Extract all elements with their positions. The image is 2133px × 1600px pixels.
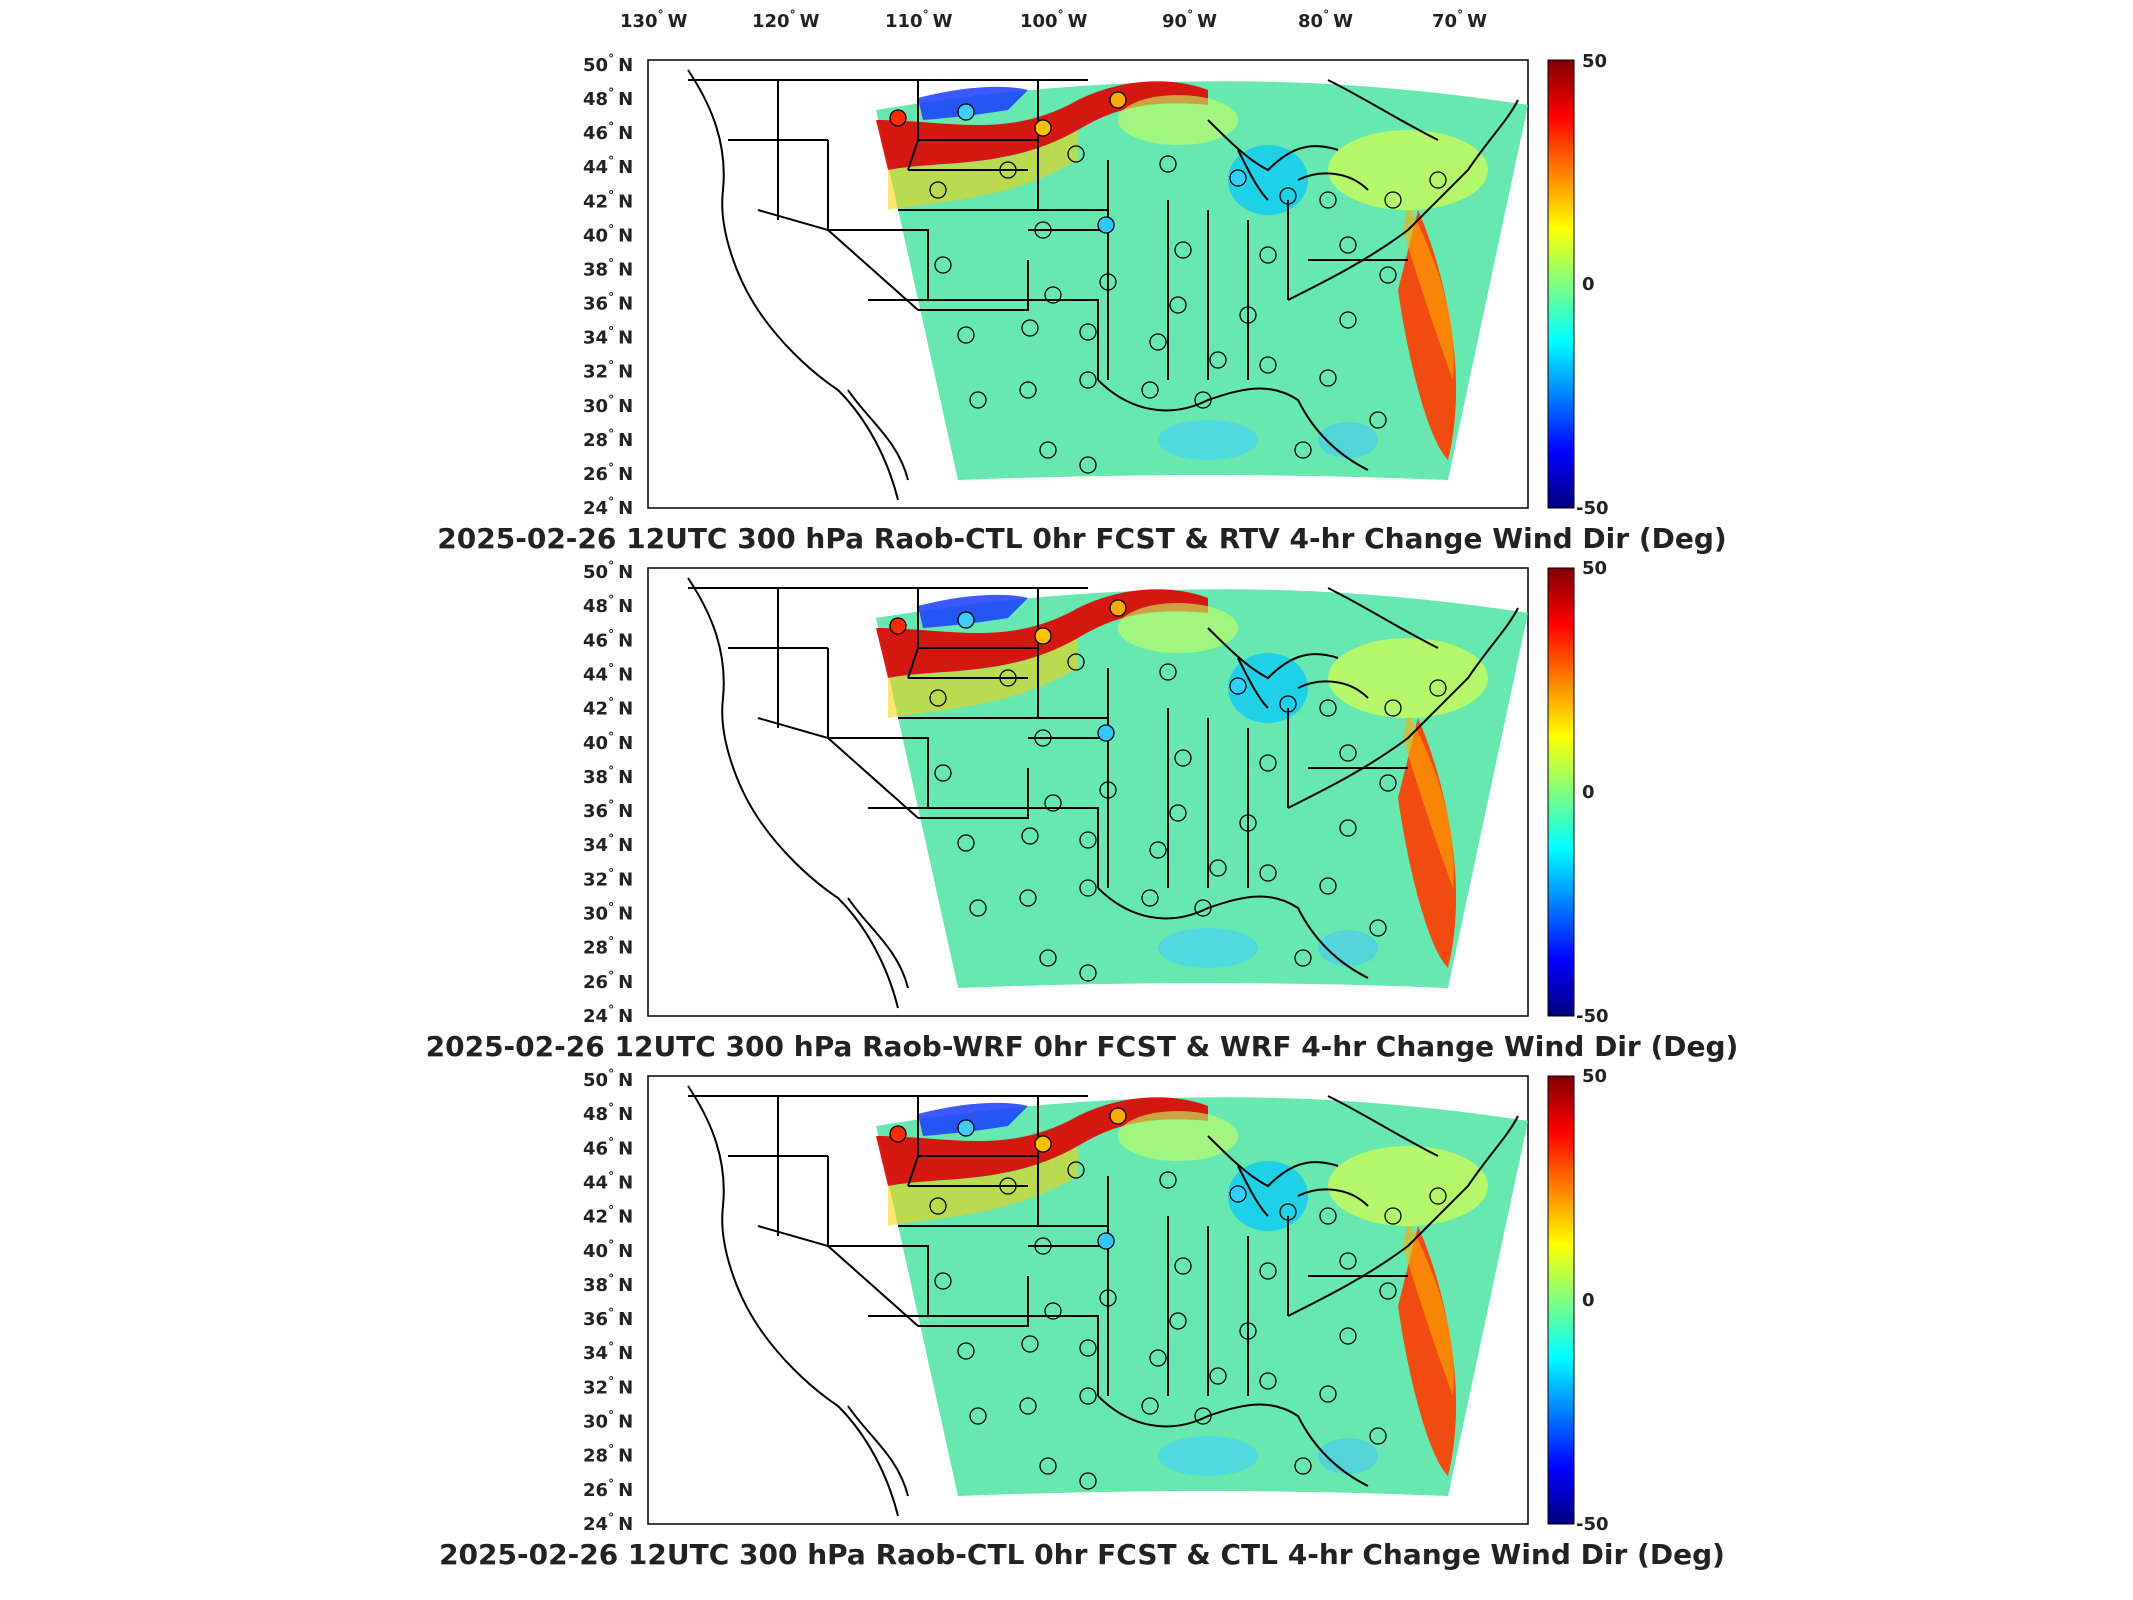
panel-3-colorbar-mid: 0 — [1582, 1290, 1595, 1311]
lat-label-34: 34° N — [583, 1340, 633, 1364]
lat-label-46: 46° N — [583, 1135, 633, 1159]
lat-label-42: 42° N — [583, 696, 633, 720]
lat-label-32: 32° N — [583, 359, 633, 383]
lat-label-30: 30° N — [583, 393, 633, 417]
panel-2-colorbar-mid: 0 — [1582, 782, 1595, 803]
lon-label-130: 130° W — [620, 8, 688, 32]
lat-label-38: 38° N — [583, 256, 633, 280]
lat-label-44: 44° N — [583, 154, 633, 178]
lat-label-32: 32° N — [583, 866, 633, 890]
lat-label-48: 48° N — [583, 1101, 633, 1125]
panel-2-map — [647, 567, 1529, 1017]
panel-1-colorbar-mid: 0 — [1582, 274, 1595, 295]
lat-label-26: 26° N — [583, 969, 633, 993]
panel-2-colorbar-max: 50 — [1582, 558, 1607, 579]
lat-label-40: 40° N — [583, 730, 633, 754]
panel-3-colorbar-max: 50 — [1582, 1066, 1607, 1087]
panel-2: 50° N 48° N 46° N 44° N 42° N 40° N 38° N 36° N 34° N 32° N… — [426, 558, 1739, 1063]
lat-label-26: 26° N — [583, 461, 633, 485]
panel-2-colorbar — [1547, 567, 1575, 1017]
lat-label-42: 42° N — [583, 188, 633, 212]
panel-2-colorbar-min: -50 — [1576, 1006, 1609, 1027]
lat-label-36: 36° N — [583, 291, 633, 315]
panel-3-map — [647, 1075, 1529, 1525]
lat-label-30: 30° N — [583, 901, 633, 925]
lon-label-120: 120° W — [752, 8, 820, 32]
lon-label-110: 110° W — [885, 8, 953, 32]
lon-label-90: 90° W — [1162, 8, 1217, 32]
lat-label-40: 40° N — [583, 222, 633, 246]
lon-label-100: 100° W — [1020, 8, 1088, 32]
lat-label-50: 50° N — [583, 1067, 633, 1091]
lat-label-24: 24° N — [583, 495, 633, 519]
lat-label-42: 42° N — [583, 1204, 633, 1228]
panel-2-lat-labels: 50° N 48° N 46° N 44° N 42° N 40° N 38° N 36° N 34° N 32° N… — [583, 559, 633, 1027]
panel-1-colorbar-min: -50 — [1576, 498, 1609, 519]
panel-1: 50° N 48° N 46° N 44° N 42° N 40° N 38° N 36° N 34° N 32° N… — [437, 51, 1726, 555]
longitude-labels: 130° W 120° W 110° W 100° W 90° W 80° W 70° W — [620, 8, 1487, 32]
lat-label-50: 50° N — [583, 52, 633, 76]
lat-label-46: 46° N — [583, 120, 633, 144]
lat-label-28: 28° N — [583, 427, 633, 451]
lat-label-44: 44° N — [583, 661, 633, 685]
lat-label-40: 40° N — [583, 1238, 633, 1262]
lat-label-32: 32° N — [583, 1374, 633, 1398]
panel-3: 50° N 48° N 46° N 44° N 42° N 40° N 38° N 36° N 34° N 32° N… — [439, 1066, 1725, 1571]
panel-3-title: 2025-02-26 12UTC 300 hPa Raob-CTL 0hr FC… — [439, 1538, 1725, 1571]
lat-label-38: 38° N — [583, 764, 633, 788]
lat-label-30: 30° N — [583, 1409, 633, 1433]
panel-2-title: 2025-02-26 12UTC 300 hPa Raob-WRF 0hr FC… — [426, 1030, 1739, 1063]
panel-1-colorbar — [1547, 59, 1575, 509]
lat-label-34: 34° N — [583, 325, 633, 349]
panel-3-colorbar-min: -50 — [1576, 1514, 1609, 1535]
lat-label-28: 28° N — [583, 935, 633, 959]
lat-label-28: 28° N — [583, 1443, 633, 1467]
lon-label-70: 70° W — [1432, 8, 1487, 32]
panel-1-colorbar-max: 50 — [1582, 51, 1607, 72]
lat-label-44: 44° N — [583, 1169, 633, 1193]
lat-label-46: 46° N — [583, 627, 633, 651]
lat-label-36: 36° N — [583, 798, 633, 822]
lat-label-36: 36° N — [583, 1306, 633, 1330]
lat-label-50: 50° N — [583, 559, 633, 583]
panel-3-colorbar — [1547, 1075, 1575, 1525]
panel-1-title: 2025-02-26 12UTC 300 hPa Raob-CTL 0hr FC… — [437, 522, 1726, 555]
lon-label-80: 80° W — [1298, 8, 1353, 32]
lat-label-48: 48° N — [583, 86, 633, 110]
lat-label-48: 48° N — [583, 593, 633, 617]
lat-label-26: 26° N — [583, 1477, 633, 1501]
panel-1-map — [647, 59, 1529, 509]
lat-label-38: 38° N — [583, 1272, 633, 1296]
panel-1-lat-labels: 50° N 48° N 46° N 44° N 42° N 40° N 38° N 36° N 34° N 32° N… — [583, 52, 633, 519]
panel-3-lat-labels: 50° N 48° N 46° N 44° N 42° N 40° N 38° N 36° N 34° N 32° N… — [583, 1067, 633, 1535]
lat-label-24: 24° N — [583, 1003, 633, 1027]
lat-label-34: 34° N — [583, 832, 633, 856]
lat-label-24: 24° N — [583, 1511, 633, 1535]
